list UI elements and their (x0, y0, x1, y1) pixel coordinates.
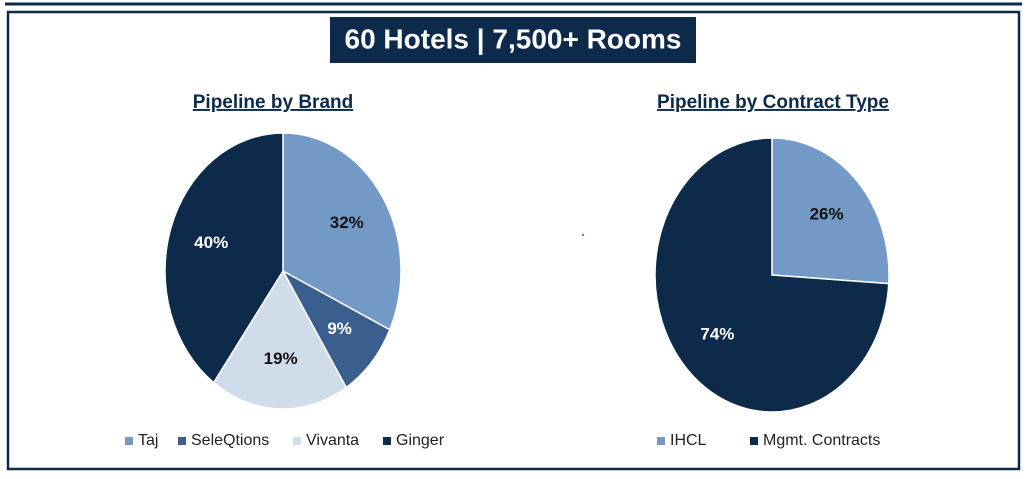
pie-slice (212, 269, 348, 410)
legend-label: Vivanta (306, 432, 359, 449)
pie-slice (164, 132, 284, 384)
legend-label: Mgmt. Contracts (763, 432, 880, 449)
pie-slice (771, 137, 890, 285)
legend-label: Taj (138, 432, 158, 449)
frame (6, 10, 1021, 471)
data-label: 26% (810, 204, 844, 223)
pie-slice (282, 132, 402, 331)
legend-label: SeleQtions (191, 432, 269, 449)
legend-swatch (293, 437, 301, 445)
pie-slice (654, 137, 890, 413)
data-label: 9% (327, 319, 352, 338)
page-title: 60 Hotels | 7,500+ Rooms (345, 23, 682, 54)
chart-title: Pipeline by Brand (193, 92, 353, 113)
data-label: 74% (700, 325, 734, 344)
legend-label: Ginger (396, 432, 445, 449)
legend-swatch (178, 437, 186, 445)
data-label: 19% (264, 349, 298, 368)
legend-swatch (750, 437, 758, 445)
title-box (330, 17, 696, 63)
legend-label: IHCL (670, 432, 707, 449)
chart-title: Pipeline by Contract Type (657, 92, 889, 113)
legend-swatch (383, 437, 391, 445)
legend-swatch (657, 437, 665, 445)
legend-swatch (125, 437, 133, 445)
dot (582, 234, 584, 236)
data-label: 40% (194, 233, 228, 252)
data-label: 32% (330, 213, 364, 232)
